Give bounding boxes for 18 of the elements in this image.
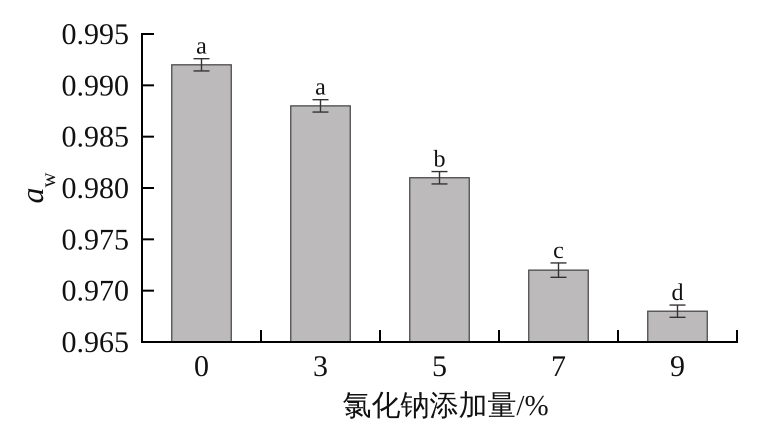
x-tick-label: 9 bbox=[670, 350, 685, 383]
x-tick-label: 0 bbox=[194, 350, 209, 383]
annotation: a bbox=[196, 34, 208, 60]
x-tick-label: 3 bbox=[313, 350, 328, 383]
x-tick-label: 5 bbox=[432, 350, 447, 383]
x-axis-title: 氯化钠添加量/% bbox=[342, 390, 549, 422]
y-tick-label: 0.985 bbox=[62, 120, 129, 154]
y-tick-label: 0.965 bbox=[62, 326, 129, 359]
annotation: c bbox=[553, 238, 564, 264]
annotation: b bbox=[434, 146, 446, 173]
y-tick-label: 0.995 bbox=[62, 18, 129, 51]
y-tick-label: 0.980 bbox=[62, 172, 129, 205]
y-tick-label: 0.970 bbox=[62, 274, 129, 308]
y-tick-label: 0.975 bbox=[62, 223, 129, 256]
x-tick-label: 7 bbox=[551, 350, 566, 383]
annotation: a bbox=[315, 74, 326, 101]
y-tick-label: 0.990 bbox=[62, 69, 129, 102]
annotation: d bbox=[672, 280, 684, 306]
